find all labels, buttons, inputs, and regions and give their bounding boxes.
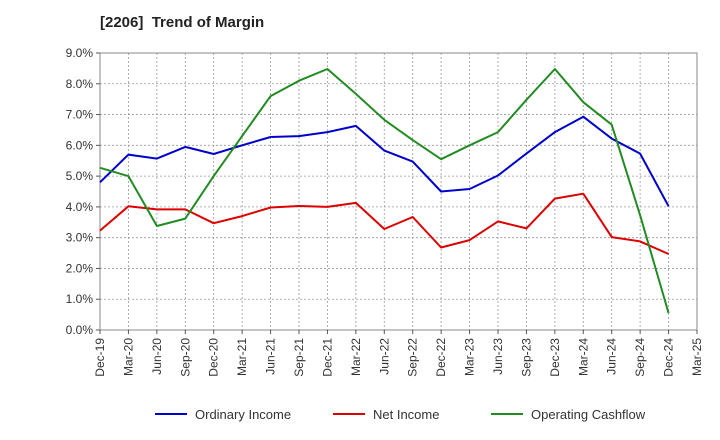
x-tick-label: Jun-23 bbox=[491, 338, 505, 375]
y-tick-label: 0.0% bbox=[66, 323, 94, 337]
x-tick-label: Sep-23 bbox=[519, 338, 533, 377]
plot-frame bbox=[99, 52, 698, 331]
chart-title: [2206] Trend of Margin bbox=[100, 14, 265, 31]
x-tick-label: Dec-20 bbox=[207, 338, 221, 377]
x-tick-label: Dec-24 bbox=[662, 338, 676, 377]
legend-label-net-income: Net Income bbox=[373, 407, 439, 422]
x-tick-label: Sep-22 bbox=[406, 338, 420, 377]
x-tick-label: Mar-22 bbox=[349, 338, 363, 376]
x-tick-label: Dec-21 bbox=[320, 338, 334, 377]
legend: Ordinary Income Net Income Operating Cashf… bbox=[155, 407, 646, 422]
series-line-ordinary-income bbox=[99, 115, 670, 207]
y-tick-label: 1.0% bbox=[66, 292, 94, 306]
legend-label-ordinary-income: Ordinary Income bbox=[195, 407, 291, 422]
axis-layer: 0.0% 1.0% 2.0% 3.0% 4.0% 5.0% 6.0% 7.0% 8.0% 9.0%… bbox=[66, 46, 704, 377]
x-tick-label: Jun-22 bbox=[377, 338, 391, 375]
x-tick-label: Sep-24 bbox=[633, 338, 647, 377]
grid-layer bbox=[99, 52, 698, 331]
y-tick-label: 7.0% bbox=[66, 108, 94, 122]
x-tick-label: Dec-19 bbox=[93, 338, 107, 377]
series-layer bbox=[99, 68, 670, 314]
x-tick-label: Mar-25 bbox=[690, 338, 704, 376]
legend-label-operating-cashflow: Operating Cashflow bbox=[531, 407, 646, 422]
x-tick-label: Sep-21 bbox=[292, 338, 306, 377]
x-tick-label: Mar-23 bbox=[463, 338, 477, 376]
series-line-net-income bbox=[99, 192, 670, 255]
x-tick-label: Dec-22 bbox=[434, 338, 448, 377]
x-tick-label: Jun-24 bbox=[605, 338, 619, 375]
y-tick-label: 6.0% bbox=[66, 138, 94, 152]
x-tick-label: Mar-21 bbox=[235, 338, 249, 376]
x-tick-label: Jun-21 bbox=[264, 338, 278, 375]
series-line-operating-cashflow bbox=[99, 68, 670, 314]
x-tick-label: Sep-20 bbox=[178, 338, 192, 377]
y-tick-label: 5.0% bbox=[66, 169, 94, 183]
y-tick-label: 4.0% bbox=[66, 200, 94, 214]
x-tick-label: Dec-23 bbox=[548, 338, 562, 377]
x-tick-label: Mar-24 bbox=[576, 338, 590, 376]
x-tick-label: Mar-20 bbox=[121, 338, 135, 376]
y-tick-label: 2.0% bbox=[66, 261, 94, 275]
x-tick-label: Jun-20 bbox=[150, 338, 164, 375]
y-tick-label: 3.0% bbox=[66, 231, 94, 245]
y-tick-label: 9.0% bbox=[66, 46, 94, 60]
y-tick-label: 8.0% bbox=[66, 77, 94, 91]
